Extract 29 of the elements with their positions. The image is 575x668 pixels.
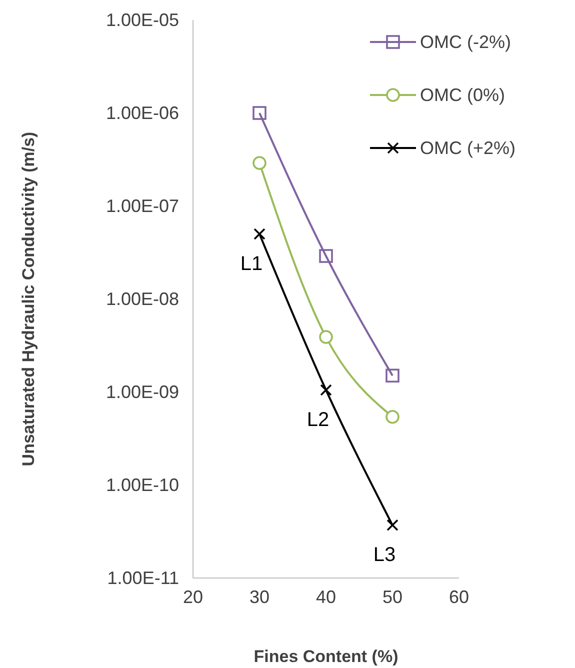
legend-label: OMC (-2%) xyxy=(420,32,511,52)
x-axis-title: Fines Content (%) xyxy=(254,647,398,666)
point xyxy=(319,330,333,344)
point xyxy=(254,228,266,240)
y-tick-label: 1.00E-06 xyxy=(106,102,179,123)
y-tick-label: 1.00E-10 xyxy=(106,474,179,495)
point xyxy=(252,156,266,170)
y-tick-label: 1.00E-07 xyxy=(106,196,179,216)
point xyxy=(252,106,266,120)
x-tick-label: 40 xyxy=(316,586,336,607)
y-tick-label: 1.00E-05 xyxy=(106,10,179,30)
annotation: L1 xyxy=(240,252,263,275)
annotation: L3 xyxy=(373,544,396,566)
y-axis-title: Unsaturated Hydraulic Conductivity (m/s) xyxy=(19,132,38,466)
y-tick-label: 1.00E-09 xyxy=(106,382,179,402)
legend-label: OMC (+2%) xyxy=(420,138,516,158)
x-tick-label: 20 xyxy=(182,586,204,607)
x-tick-label: 60 xyxy=(448,586,470,607)
x-tick-label: 50 xyxy=(382,586,403,607)
point xyxy=(386,410,400,424)
point xyxy=(320,384,332,396)
legend-label: OMC (0%) xyxy=(420,85,505,105)
point xyxy=(386,368,400,383)
point xyxy=(386,519,398,532)
annotation: L2 xyxy=(306,409,330,432)
y-tick-label: 1.00E-08 xyxy=(106,288,179,309)
y-tick-label: 1.00E-11 xyxy=(107,568,179,588)
point xyxy=(319,249,333,263)
x-tick-label: 30 xyxy=(249,586,270,607)
